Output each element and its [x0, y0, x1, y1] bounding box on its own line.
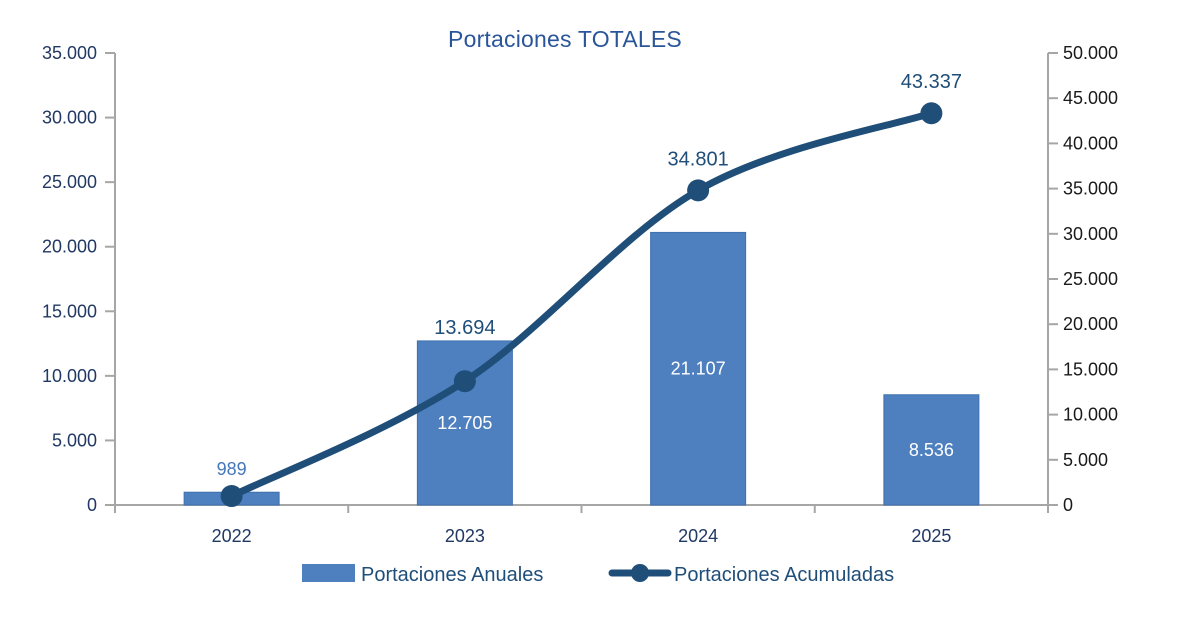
left-axis-tick-label: 5.000: [52, 430, 97, 450]
line-markers: [220, 102, 943, 508]
x-axis-label-2025: 2025: [911, 526, 951, 546]
left-axis-tick-label: 20.000: [42, 237, 97, 257]
right-axis-tick-label: 15.000: [1063, 359, 1118, 379]
bar-label-2022: 989: [217, 459, 247, 479]
left-axis-tick-label: 10.000: [42, 366, 97, 386]
left-axis-tick-label: 0: [87, 495, 97, 515]
legend-swatch-bar: [302, 564, 355, 582]
bar-label-2024: 21.107: [671, 359, 726, 379]
line-point-2025: [920, 102, 943, 125]
line-series-portaciones-acumuladas: [228, 109, 935, 500]
line-point-2024: [687, 179, 710, 202]
right-axis-tick-label: 40.000: [1063, 133, 1118, 153]
accumulated-line: [228, 109, 935, 500]
bar-label-2023: 12.705: [437, 413, 492, 433]
legend-label-acumuladas: Portaciones Acumuladas: [674, 564, 894, 586]
right-axis-tick-label: 5.000: [1063, 450, 1108, 470]
right-axis-tick-label: 30.000: [1063, 224, 1118, 244]
right-axis-tick-label: 25.000: [1063, 269, 1118, 289]
left-axis-tick-label: 35.000: [42, 43, 97, 63]
legend-item-acumuladas: Portaciones Acumuladas: [608, 564, 894, 586]
right-axis-tick-label: 50.000: [1063, 43, 1118, 63]
legend-label-anuales: Portaciones Anuales: [361, 564, 543, 586]
bar-data-labels: 989 12.705 21.107 8.536: [217, 359, 954, 480]
legend: Portaciones Anuales Portaciones Acumulad…: [302, 564, 894, 586]
line-data-labels: 13.694 34.801 43.337: [434, 71, 962, 339]
line-point-2022: [220, 485, 243, 508]
right-axis-ticks: 0 5.000 10.000 15.000 20.000 25.000 30.000 35.0…: [1048, 43, 1118, 515]
left-axis-ticks: 0 5.000 10.000 15.000 20.000 25.000 30.000 35.0…: [42, 43, 115, 515]
bar-label-2025: 8.536: [909, 440, 954, 460]
bar-2025: [883, 394, 980, 506]
x-axis-label-2022: 2022: [212, 526, 252, 546]
bar-2023: [416, 340, 513, 506]
right-axis-tick-label: 20.000: [1063, 314, 1118, 334]
line-label-2025: 43.337: [901, 71, 962, 93]
right-axis-tick-label: 45.000: [1063, 88, 1118, 108]
legend-line-marker-icon: [631, 564, 649, 582]
bar-series-portaciones-anuales: [183, 231, 980, 506]
line-point-2023: [453, 370, 476, 393]
bar-2024: [650, 231, 747, 506]
x-axis-label-2024: 2024: [678, 526, 718, 546]
legend-item-anuales: Portaciones Anuales: [302, 564, 543, 586]
chart-title: Portaciones TOTALES: [448, 26, 682, 52]
x-axis-labels: 2022 2023 2024 2025: [212, 526, 952, 546]
right-axis-tick-label: 10.000: [1063, 405, 1118, 425]
left-axis-tick-label: 30.000: [42, 108, 97, 128]
line-label-2024: 34.801: [668, 148, 729, 170]
left-axis-tick-label: 15.000: [42, 301, 97, 321]
right-axis-tick-label: 35.000: [1063, 179, 1118, 199]
right-axis-tick-label: 0: [1063, 495, 1073, 515]
line-label-2023: 13.694: [434, 317, 495, 339]
left-axis-tick-label: 25.000: [42, 172, 97, 192]
x-axis-ticks: [114, 505, 1049, 513]
x-axis-label-2023: 2023: [445, 526, 485, 546]
